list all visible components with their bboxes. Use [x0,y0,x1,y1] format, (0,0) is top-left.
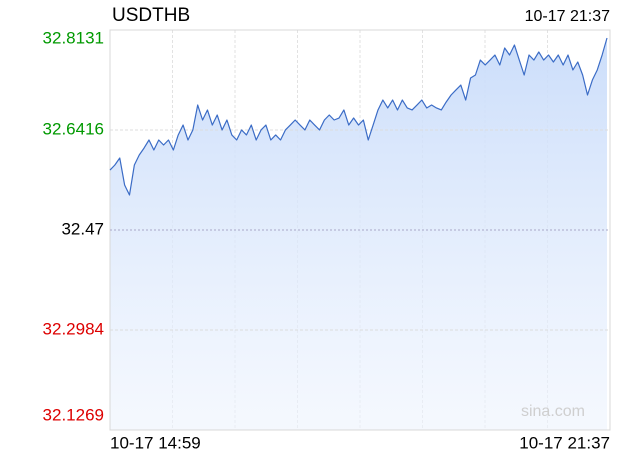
y-tick-label: 32.6416 [43,119,104,138]
y-tick-label: 32.8131 [43,28,104,47]
price-line [109,37,608,196]
y-tick-label: 32.2984 [43,320,104,339]
x-end-label: 10-17 21:37 [519,433,610,452]
y-tick-label: 32.1269 [43,405,104,424]
time-label: 10-17 21:37 [525,8,611,25]
x-start-label: 10-17 14:59 [110,433,201,452]
y-tick-label: 32.47 [61,219,104,238]
watermark: sina.com [521,403,585,420]
chart-title: USDTHB [112,5,190,26]
area [110,37,607,431]
